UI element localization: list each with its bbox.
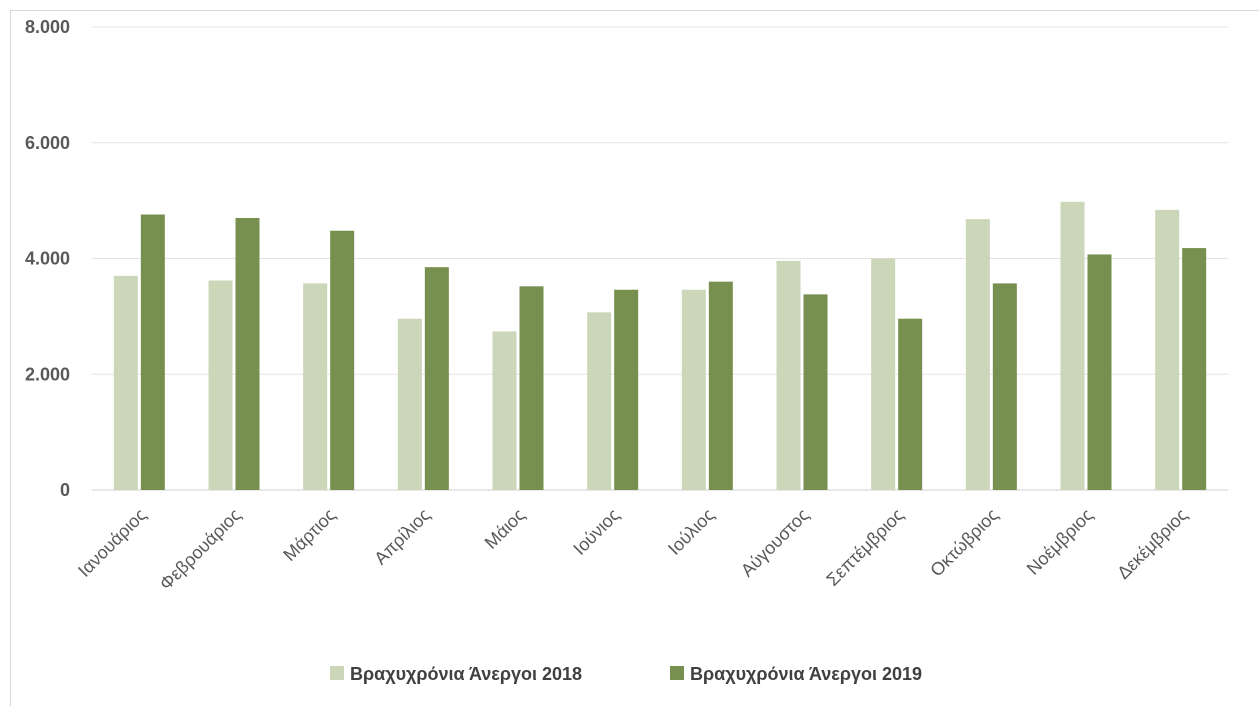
- x-tick-label: Ιανουάριος: [74, 504, 150, 580]
- y-tick-label: 8.000: [25, 17, 70, 37]
- bar-2018: [776, 260, 801, 490]
- bars: [113, 201, 1207, 491]
- bar-2019: [1182, 248, 1207, 490]
- bar-2019: [898, 318, 923, 490]
- x-tick-label: Μάιος: [481, 504, 529, 552]
- x-tick-label: Νοέμβριος: [1023, 504, 1097, 578]
- x-tick-label: Φεβρουάριος: [156, 504, 245, 593]
- bar-2018: [397, 318, 422, 490]
- bar-2018: [113, 275, 138, 490]
- x-tick-label: Ιούνιος: [569, 504, 623, 558]
- bar-2018: [492, 331, 517, 490]
- legend-label-2019: Βραχυχρόνια Άνεργοι 2019: [690, 664, 922, 684]
- x-tick-label: Μάρτιος: [279, 504, 339, 564]
- bar-2019: [1087, 254, 1112, 490]
- x-tick-label: Αύγουστος: [737, 504, 813, 580]
- x-axis-ticks: Ιανουάριος Φεβρουάριος Μάρτιος Απρίλιος Μάιο…: [74, 504, 1192, 593]
- y-axis-ticks: 0 2.000 4.000 6.000 8.000: [25, 17, 70, 500]
- bar-2019: [330, 230, 355, 490]
- bar-2019: [235, 217, 260, 491]
- bar-2018: [1155, 209, 1180, 490]
- y-tick-label: 2.000: [25, 364, 70, 384]
- legend-swatch-2019: [670, 666, 684, 680]
- bar-2018: [587, 312, 612, 490]
- gridlines: [92, 26, 1228, 491]
- legend-swatch-2018: [330, 666, 344, 680]
- x-tick-label: Απρίλιος: [370, 504, 434, 568]
- x-tick-label: Σεπτέμβριος: [822, 504, 907, 589]
- bar-2018: [871, 258, 896, 490]
- bar-2018: [681, 289, 706, 490]
- x-tick-label: Δεκέμβριος: [1113, 504, 1192, 583]
- x-tick-label: Οκτώβριος: [926, 504, 1002, 580]
- x-tick-label: Ιούλιος: [664, 504, 718, 558]
- legend: Βραχυχρόνια Άνεργοι 2018 Βραχυχρόνια Άνε…: [330, 664, 922, 684]
- y-tick-label: 4.000: [25, 249, 70, 269]
- legend-label-2018: Βραχυχρόνια Άνεργοι 2018: [350, 664, 582, 684]
- bar-2018: [303, 283, 328, 490]
- y-tick-label: 6.000: [25, 133, 70, 153]
- bar-2019: [519, 286, 544, 490]
- bar-2019: [614, 289, 639, 490]
- bar-2019: [803, 294, 828, 490]
- chart-frame: [10, 10, 1259, 706]
- bar-2018: [965, 219, 990, 490]
- y-tick-label: 0: [60, 480, 70, 500]
- bar-2019: [708, 281, 733, 490]
- bar-2019: [424, 267, 449, 490]
- bar-2019: [992, 283, 1017, 490]
- bar-2019: [140, 214, 165, 490]
- bar-2018: [208, 280, 233, 490]
- bar-2018: [1060, 201, 1085, 490]
